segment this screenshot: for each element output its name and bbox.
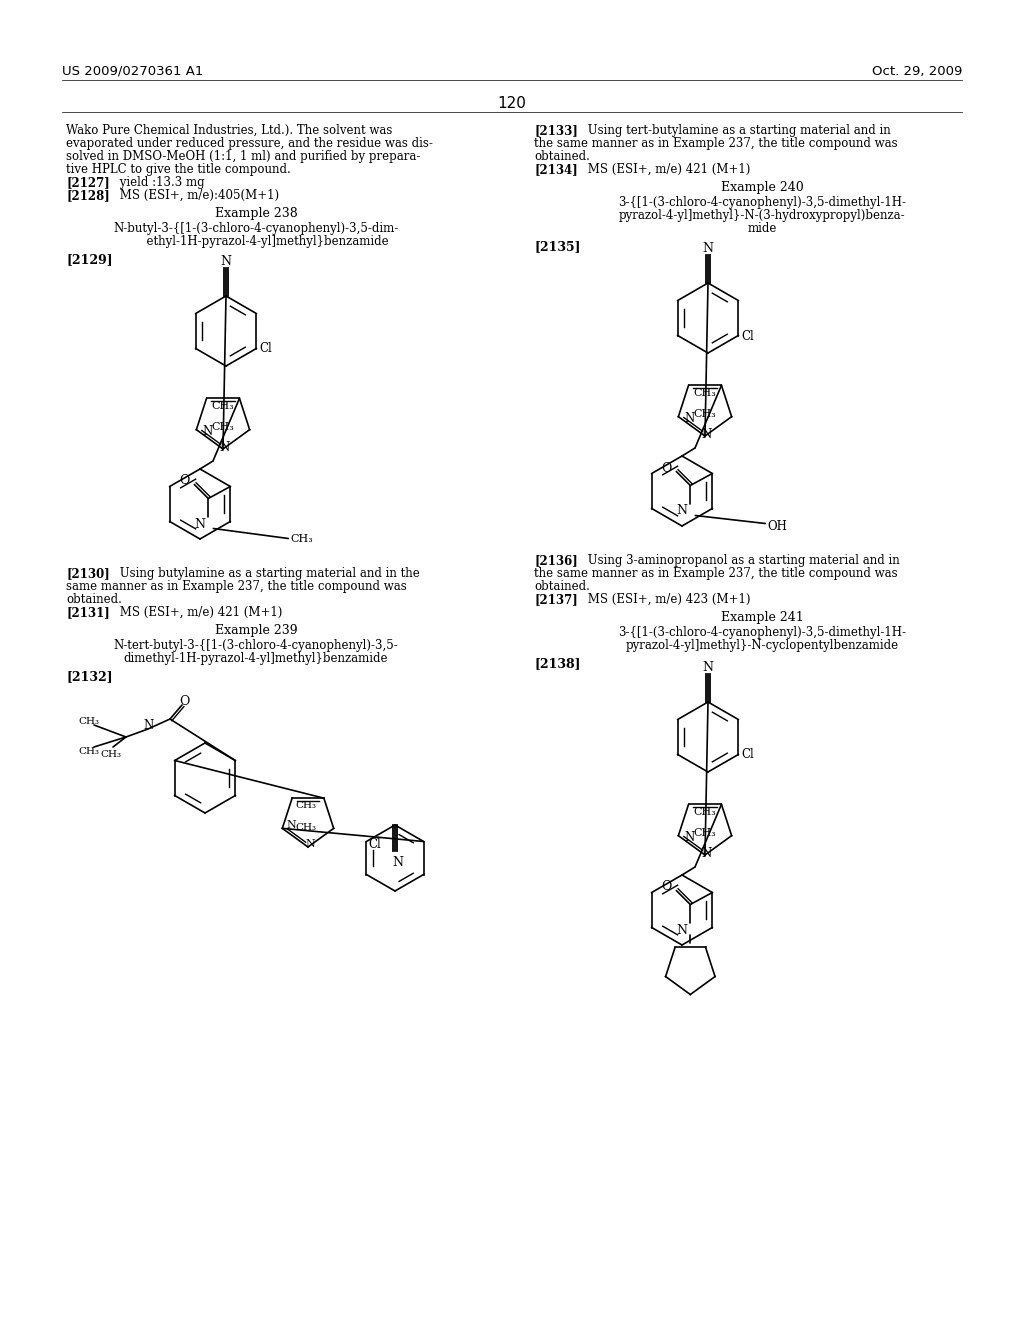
Text: N: N: [144, 719, 155, 733]
Text: N: N: [702, 242, 714, 255]
Text: O: O: [179, 474, 189, 487]
Text: N: N: [701, 428, 712, 441]
Text: N: N: [392, 855, 403, 869]
Text: [2132]: [2132]: [66, 671, 113, 682]
Text: [2135]: [2135]: [534, 240, 581, 253]
Text: N-butyl-3-{[1-(3-chloro-4-cyanophenyl)-3,5-dim-: N-butyl-3-{[1-(3-chloro-4-cyanophenyl)-3…: [114, 222, 398, 235]
Text: N: N: [305, 840, 314, 849]
Text: N-tert-butyl-3-{[1-(3-chloro-4-cyanophenyl)-3,5-: N-tert-butyl-3-{[1-(3-chloro-4-cyanophen…: [114, 639, 398, 652]
Text: CH₃: CH₃: [78, 717, 99, 726]
Text: Cl: Cl: [369, 837, 381, 850]
Text: obtained.: obtained.: [534, 579, 590, 593]
Text: N: N: [677, 924, 688, 936]
Text: ethyl-1H-pyrazol-4-yl]methyl}benzamide: ethyl-1H-pyrazol-4-yl]methyl}benzamide: [124, 235, 388, 248]
Text: O: O: [179, 696, 189, 708]
Text: N: N: [220, 255, 231, 268]
Text: Using butylamine as a starting material and in the: Using butylamine as a starting material …: [116, 568, 420, 579]
Text: MS (ESI+, m/e) 423 (M+1): MS (ESI+, m/e) 423 (M+1): [584, 593, 751, 606]
Text: [2128]: [2128]: [66, 189, 110, 202]
Text: O: O: [662, 462, 672, 474]
Text: N: N: [684, 830, 694, 843]
Text: MS (ESI+, m/e) 421 (M+1): MS (ESI+, m/e) 421 (M+1): [584, 162, 751, 176]
Text: N: N: [287, 820, 296, 830]
Text: obtained.: obtained.: [534, 150, 590, 162]
Text: O: O: [662, 880, 672, 894]
Text: CH₃: CH₃: [693, 409, 717, 418]
Text: [2138]: [2138]: [534, 657, 581, 671]
Text: Example 238: Example 238: [215, 207, 297, 220]
Text: [2133]: [2133]: [534, 124, 578, 137]
Text: same manner as in Example 237, the title compound was: same manner as in Example 237, the title…: [66, 579, 407, 593]
Text: Cl: Cl: [741, 748, 754, 762]
Text: dimethyl-1H-pyrazol-4-yl]methyl}benzamide: dimethyl-1H-pyrazol-4-yl]methyl}benzamid…: [124, 652, 388, 665]
Text: CH₃: CH₃: [78, 747, 99, 756]
Text: CH₃: CH₃: [212, 401, 234, 412]
Text: Using 3-aminopropanol as a starting material and in: Using 3-aminopropanol as a starting mate…: [584, 554, 900, 568]
Text: US 2009/0270361 A1: US 2009/0270361 A1: [62, 65, 204, 78]
Text: tive HPLC to give the title compound.: tive HPLC to give the title compound.: [66, 162, 291, 176]
Text: N: N: [684, 412, 694, 425]
Text: N: N: [203, 425, 213, 438]
Text: N: N: [220, 441, 230, 454]
Text: OH: OH: [767, 520, 787, 532]
Text: 120: 120: [498, 96, 526, 111]
Text: [2131]: [2131]: [66, 606, 110, 619]
Text: CH₃: CH₃: [100, 750, 121, 759]
Text: 3-{[1-(3-chloro-4-cyanophenyl)-3,5-dimethyl-1H-: 3-{[1-(3-chloro-4-cyanophenyl)-3,5-dimet…: [618, 626, 906, 639]
Text: Cl: Cl: [741, 330, 754, 342]
Text: [2130]: [2130]: [66, 568, 110, 579]
Text: CH₃: CH₃: [296, 824, 316, 833]
Text: Cl: Cl: [259, 342, 272, 355]
Text: CH₃: CH₃: [693, 828, 717, 838]
Text: CH₃: CH₃: [693, 808, 717, 817]
Text: N: N: [195, 517, 206, 531]
Text: the same manner as in Example 237, the title compound was: the same manner as in Example 237, the t…: [534, 137, 898, 150]
Text: CH₃: CH₃: [693, 388, 717, 399]
Text: the same manner as in Example 237, the title compound was: the same manner as in Example 237, the t…: [534, 568, 898, 579]
Text: solved in DMSO-MeOH (1:1, 1 ml) and purified by prepara-: solved in DMSO-MeOH (1:1, 1 ml) and puri…: [66, 150, 421, 162]
Text: Example 239: Example 239: [215, 624, 297, 638]
Text: Oct. 29, 2009: Oct. 29, 2009: [871, 65, 962, 78]
Text: CH₃: CH₃: [295, 801, 316, 810]
Text: CH₃: CH₃: [291, 535, 313, 544]
Text: mide: mide: [748, 222, 776, 235]
Text: [2137]: [2137]: [534, 593, 578, 606]
Text: 3-{[1-(3-chloro-4-cyanophenyl)-3,5-dimethyl-1H-: 3-{[1-(3-chloro-4-cyanophenyl)-3,5-dimet…: [618, 195, 906, 209]
Text: obtained.: obtained.: [66, 593, 122, 606]
Text: [2127]: [2127]: [66, 176, 110, 189]
Text: MS (ESI+, m/e) 421 (M+1): MS (ESI+, m/e) 421 (M+1): [116, 606, 283, 619]
Text: CH₃: CH₃: [212, 421, 234, 432]
Text: yield :13.3 mg: yield :13.3 mg: [116, 176, 205, 189]
Text: [2136]: [2136]: [534, 554, 578, 568]
Text: Example 240: Example 240: [721, 181, 804, 194]
Text: Example 241: Example 241: [721, 611, 804, 624]
Text: evaporated under reduced pressure, and the residue was dis-: evaporated under reduced pressure, and t…: [66, 137, 433, 150]
Text: MS (ESI+, m/e):405(M+1): MS (ESI+, m/e):405(M+1): [116, 189, 280, 202]
Text: N: N: [677, 504, 688, 517]
Text: [2134]: [2134]: [534, 162, 578, 176]
Text: [2129]: [2129]: [66, 253, 113, 267]
Text: Using tert-butylamine as a starting material and in: Using tert-butylamine as a starting mate…: [584, 124, 891, 137]
Text: N: N: [702, 661, 714, 675]
Text: N: N: [701, 847, 712, 861]
Text: pyrazol-4-yl]methyl}-N-cyclopentylbenzamide: pyrazol-4-yl]methyl}-N-cyclopentylbenzam…: [626, 639, 899, 652]
Text: pyrazol-4-yl]methyl}-N-(3-hydroxypropyl)benza-: pyrazol-4-yl]methyl}-N-(3-hydroxypropyl)…: [618, 209, 905, 222]
Text: Wako Pure Chemical Industries, Ltd.). The solvent was: Wako Pure Chemical Industries, Ltd.). Th…: [66, 124, 392, 137]
